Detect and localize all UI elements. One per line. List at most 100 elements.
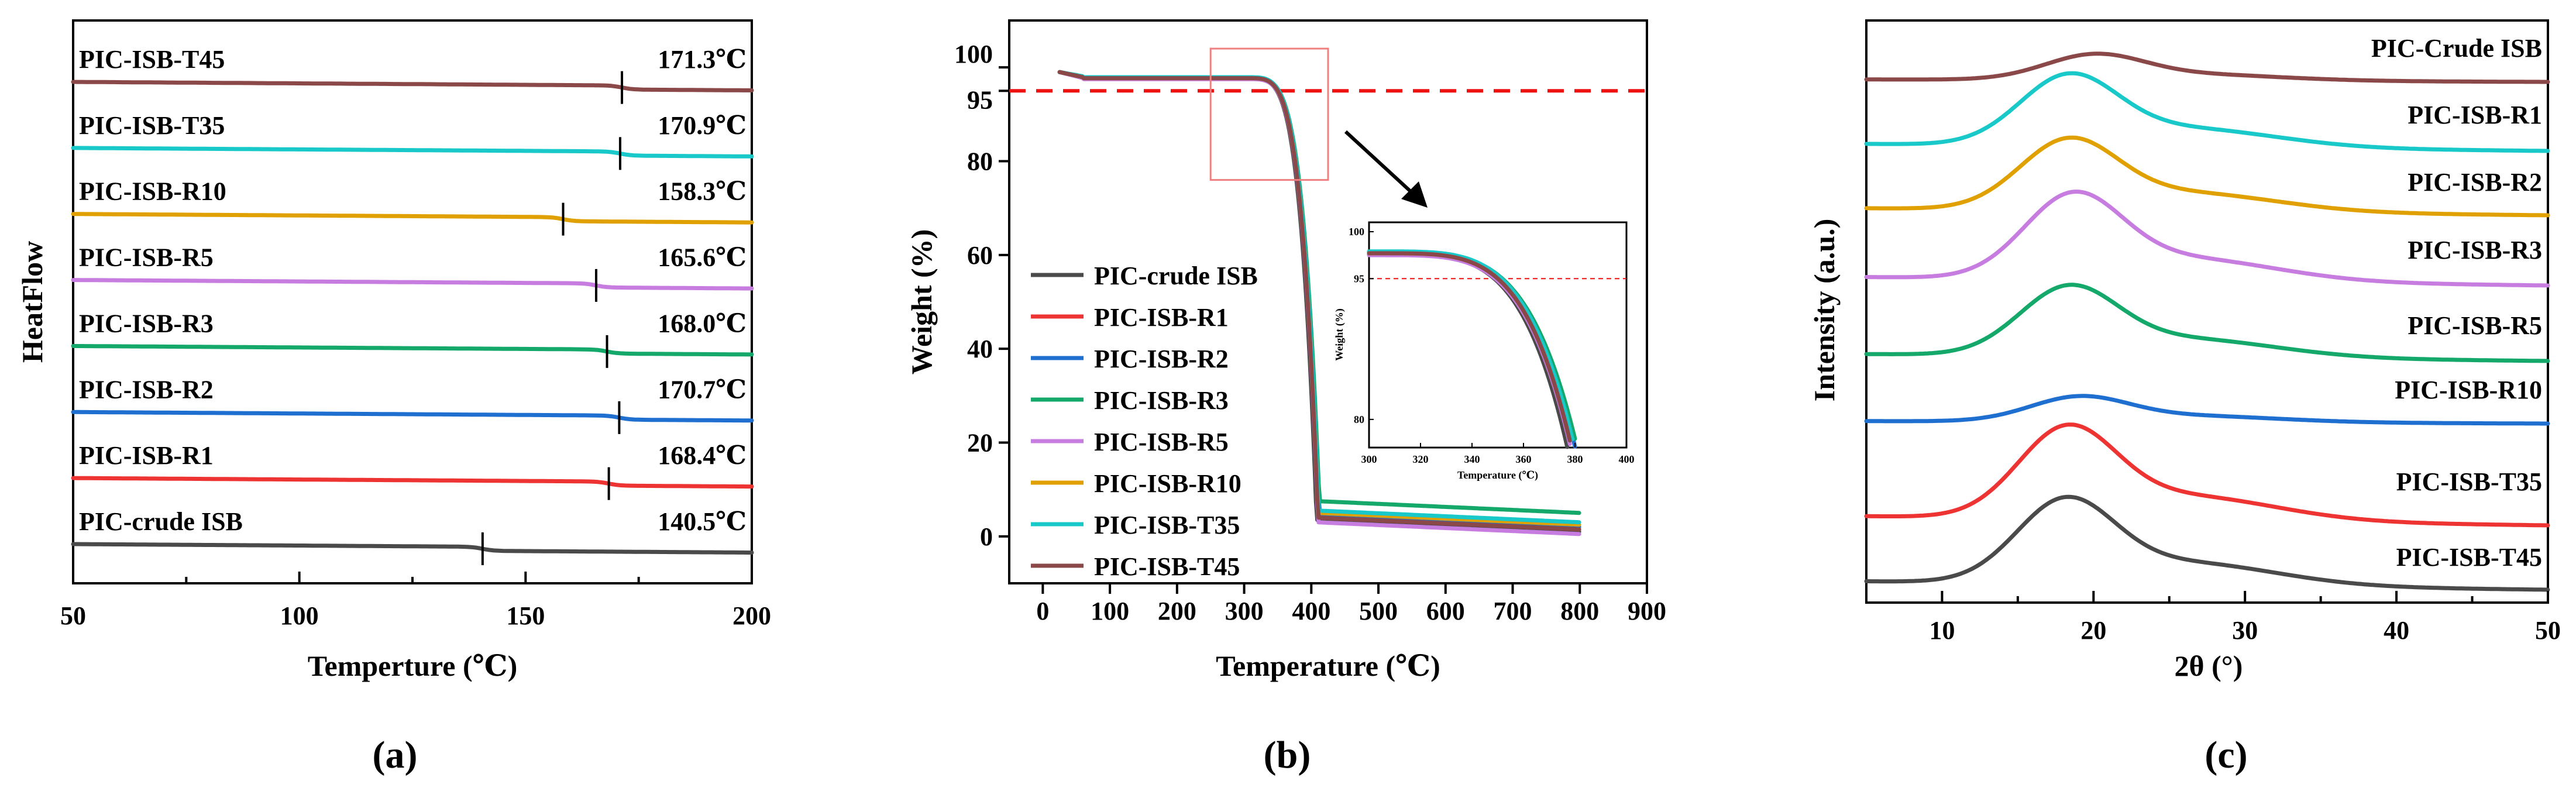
series-name: PIC-ISB-T35: [2396, 467, 2542, 496]
dsc-curve: [71, 410, 754, 423]
tga-curve: [1057, 70, 1581, 532]
panel-b-xlabel: Temperature (℃): [1216, 649, 1440, 682]
panel-a-xlabel: Temperture (℃): [308, 649, 517, 682]
panel-a-ticks: 50 100 150 200: [60, 572, 771, 630]
x-tick-label: 200: [1158, 597, 1196, 625]
x-tick-label: 600: [1426, 597, 1465, 625]
series-name: PIC-ISB-R1: [2408, 101, 2542, 129]
legend-label: PIC-ISB-R10: [1094, 469, 1241, 498]
tg-label: 168.0℃: [658, 309, 747, 338]
x-tick-label: 700: [1494, 597, 1532, 625]
x-tick-label: 900: [1628, 597, 1666, 625]
y-tick-label: 80: [967, 147, 993, 176]
tg-label: 158.3℃: [658, 177, 747, 206]
series-name: PIC-ISB-T35: [79, 111, 225, 140]
x-tick-label: 50: [60, 601, 86, 630]
legend-label: PIC-ISB-T35: [1094, 511, 1240, 539]
x-tick-label: 400: [1292, 597, 1330, 625]
series-name: PIC-ISB-T45: [79, 45, 225, 74]
dsc-curve: [71, 212, 754, 225]
panel-c-ticks: 10 20 30 40 50: [1865, 591, 2561, 645]
xrd-curve: [1864, 394, 2550, 426]
panel-b-zoom-arrow-icon: [1344, 130, 1421, 201]
panel-c-series: PIC-Crude ISB PIC-ISB-R1 PIC-ISB-R2 PIC-ISB…: [1864, 34, 2550, 592]
panel-b-ylabel: Weight (%): [905, 229, 938, 375]
y-tick-label: 40: [967, 335, 993, 363]
panel-c-ylabel: Intensity (a.u.): [1808, 219, 1841, 402]
series-name: PIC-ISB-R5: [79, 243, 214, 272]
series-name: PIC-ISB-R5: [2408, 311, 2542, 340]
x-tick-label: 30: [2232, 616, 2258, 645]
y-tick-label: 95: [967, 85, 993, 114]
panel-b-series: [1057, 70, 1581, 536]
x-tick-label: 0: [1036, 597, 1049, 625]
xrd-curve: [1864, 71, 2550, 153]
panel-b-frame: [1008, 19, 1648, 584]
legend-label: PIC-ISB-R2: [1094, 345, 1229, 373]
x-tick-label: 100: [1091, 597, 1129, 625]
tg-label: 168.4℃: [658, 441, 747, 470]
inset-x-tick-label: 320: [1413, 453, 1429, 465]
dsc-curve: [71, 476, 754, 489]
series-name: PIC-ISB-T45: [2396, 543, 2542, 572]
tg-label: 140.5℃: [658, 507, 747, 536]
panel-a-label: (a): [373, 734, 418, 776]
zoom-region-box: [1209, 47, 1329, 181]
inset-series: [1367, 249, 1626, 449]
series-name: PIC-ISB-R2: [79, 375, 214, 404]
panel-b-legend: PIC-crude ISB PIC-ISB-R1 PIC-ISB-R2 PIC-ISB…: [1031, 262, 1258, 581]
tg-label: 170.9℃: [658, 111, 747, 140]
panel-c-xlabel: 2θ (°): [2175, 649, 2243, 682]
panel-a-series: PIC-ISB-T45 171.3℃ PIC-ISB-T35 170.9℃ PIC-IS…: [71, 45, 754, 566]
x-tick-label: 150: [506, 601, 545, 630]
y-tick-label: 20: [967, 429, 993, 458]
panel-c-xrd: PIC-Crude ISB PIC-ISB-R1 PIC-ISB-R2 PIC-ISB…: [1808, 19, 2561, 776]
series-name: PIC-ISB-R10: [2395, 376, 2542, 404]
x-tick-label: 40: [2384, 616, 2409, 645]
inset-x-tick-label: 340: [1464, 453, 1480, 465]
inset-x-tick-label: 360: [1516, 453, 1532, 465]
series-name: PIC-ISB-R3: [79, 309, 214, 338]
y-tick-label: 0: [980, 522, 993, 551]
tg-label: 170.7℃: [658, 375, 747, 404]
panel-c-label: (c): [2204, 734, 2247, 776]
inset-y-tick-label: 80: [1354, 414, 1364, 425]
panel-b-label: (b): [1264, 734, 1311, 776]
y-tick-label: 60: [967, 241, 993, 270]
panel-b-inset: 300 320 340 360 380 400 80 95 100 Temperature (℃…: [1333, 221, 1635, 481]
series-name: PIC-ISB-R3: [2408, 236, 2542, 264]
panel-b-zoom-arrowhead-icon: [1401, 181, 1428, 208]
panel-b-ticks: 0 100 200 300 400 500 600 700 800 900 0 20 40 60 80 95 1…: [954, 40, 1666, 625]
panel-b-tga: 0 100 200 300 400 500 600 700 800 900 0 20 40 60 80 95 1…: [905, 19, 1666, 776]
panel-a-ylabel: HeatFlow: [16, 241, 49, 363]
xrd-curve: [1864, 135, 2550, 218]
panel-a-dsc: PIC-ISB-T45 171.3℃ PIC-ISB-T35 170.9℃ PIC-IS…: [16, 19, 771, 776]
inset-ylabel: Weight (%): [1333, 308, 1346, 361]
series-name: PIC-ISB-R1: [79, 441, 214, 470]
series-name: PIC-Crude ISB: [2371, 34, 2542, 63]
xrd-curve: [1864, 283, 2550, 363]
inset-ticks: 300 320 340 360 380 400 80 95 100: [1349, 226, 1635, 465]
legend-label: PIC-ISB-R3: [1094, 386, 1229, 415]
y-tick-label: 100: [954, 40, 993, 68]
x-tick-label: 100: [280, 601, 319, 630]
legend-label: PIC-ISB-T45: [1094, 552, 1240, 581]
tg-label: 171.3℃: [658, 45, 747, 74]
dsc-curve: [71, 146, 754, 159]
series-name: PIC-ISB-R10: [79, 177, 226, 206]
xrd-curve: [1864, 51, 2550, 84]
x-tick-label: 20: [2080, 616, 2106, 645]
x-tick-label: 200: [732, 601, 771, 630]
panel-a-frame: [72, 19, 753, 584]
x-tick-label: 10: [1929, 616, 1955, 645]
xrd-curve: [1864, 190, 2550, 288]
inset-xlabel: Temperature (℃): [1457, 469, 1538, 481]
legend-label: PIC-ISB-R5: [1094, 428, 1229, 456]
inset-curve: [1367, 251, 1572, 443]
xrd-curve: [1864, 422, 2550, 528]
x-tick-label: 500: [1359, 597, 1398, 625]
tg-label: 165.6℃: [658, 243, 747, 272]
inset-frame: [1368, 221, 1628, 449]
dsc-curve: [71, 278, 754, 291]
